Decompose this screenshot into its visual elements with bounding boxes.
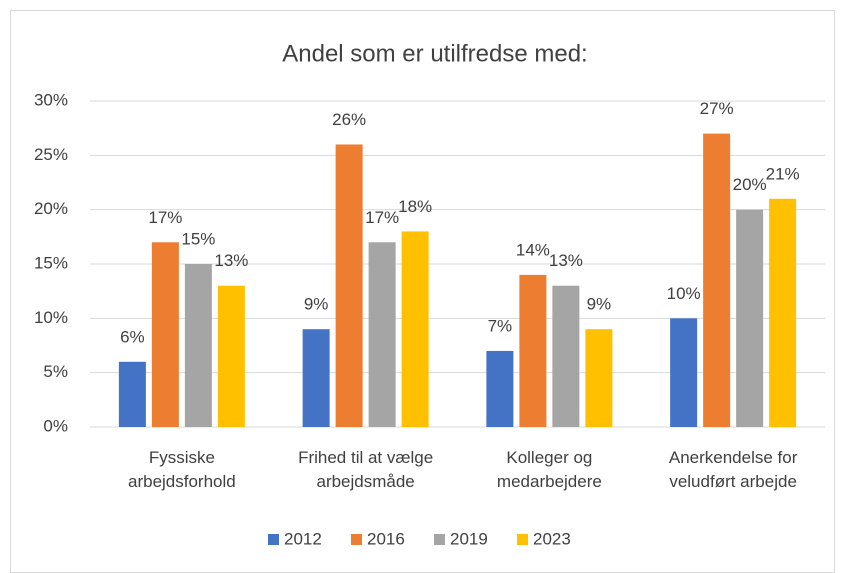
bar (368, 242, 396, 427)
data-label: 15% (181, 229, 215, 248)
data-label: 13% (214, 251, 248, 270)
bar (585, 329, 613, 427)
bar (519, 274, 547, 427)
data-label: 18% (398, 197, 432, 216)
bar (736, 209, 764, 427)
data-label: 17% (365, 208, 399, 227)
bar (118, 361, 146, 427)
legend-swatch (517, 534, 528, 545)
data-label: 13% (549, 251, 583, 270)
bar (335, 144, 363, 427)
y-tick-label: 15% (34, 253, 68, 272)
legend-swatch (268, 534, 279, 545)
data-label: 21% (766, 164, 800, 183)
bar (703, 133, 731, 427)
data-label: 7% (488, 316, 513, 335)
y-tick-label: 25% (34, 145, 68, 164)
bar (151, 242, 179, 427)
legend-label: 2019 (450, 529, 488, 548)
legend-label: 2012 (284, 529, 322, 548)
data-label: 26% (332, 110, 366, 129)
legend-swatch (434, 534, 445, 545)
bar (486, 350, 514, 427)
bar (184, 264, 212, 427)
y-tick-label: 30% (34, 90, 68, 109)
x-tick-label: Frihed til at vælge arbejdsmåde (298, 448, 434, 491)
x-tick-label: Anerkendelse for veludført arbejde (668, 448, 798, 491)
x-tick-label: Fyssiske arbejdsforhold (128, 448, 236, 491)
data-label: 9% (587, 295, 612, 314)
y-tick-label: 5% (43, 362, 68, 381)
bar (552, 285, 580, 427)
bar (769, 198, 797, 427)
bar (217, 285, 245, 427)
data-label: 17% (148, 208, 182, 227)
legend-swatch (351, 534, 362, 545)
data-label: 10% (667, 284, 701, 303)
x-tick-label: Kolleger og medarbejdere (496, 448, 602, 491)
data-label: 14% (516, 240, 550, 259)
data-label: 27% (700, 99, 734, 118)
legend-label: 2016 (367, 529, 405, 548)
bar (401, 231, 429, 427)
data-label: 9% (304, 295, 329, 314)
data-label: 20% (733, 175, 767, 194)
bar (302, 329, 330, 427)
bar (670, 318, 698, 427)
chart-title: Andel som er utilfredse med: (282, 40, 587, 67)
y-tick-label: 20% (34, 199, 68, 218)
y-tick-label: 0% (43, 416, 68, 435)
y-tick-label: 10% (34, 308, 68, 327)
legend-label: 2023 (533, 529, 571, 548)
data-label: 6% (120, 327, 145, 346)
